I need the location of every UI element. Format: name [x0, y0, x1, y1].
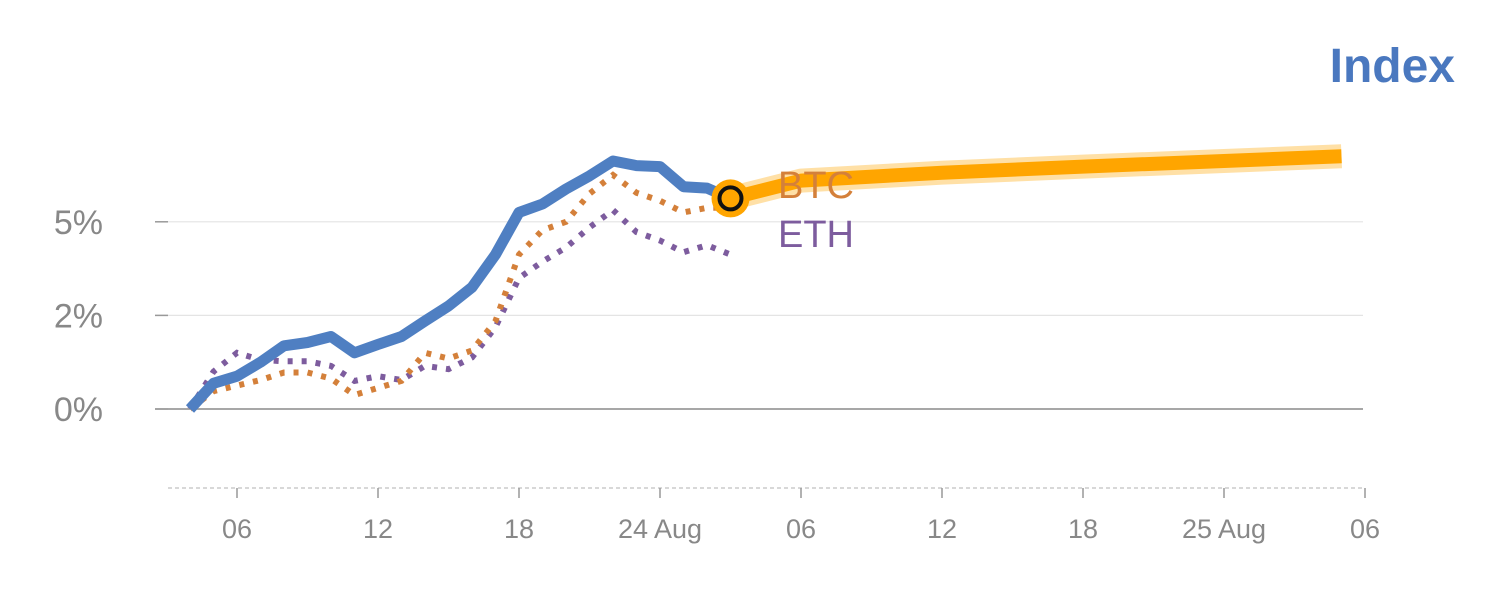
x-tick-label-2: 18	[504, 514, 534, 544]
tick-labels: 0% 2% 5% 06 12 18 24 Aug 06 12 18 25 Aug 06	[54, 204, 1380, 544]
x-tick-label-8: 06	[1350, 514, 1380, 544]
x-tick-label-4: 06	[786, 514, 816, 544]
chart-title: Index	[1330, 40, 1456, 93]
x-tick-label-7: 25 Aug	[1182, 514, 1266, 544]
x-tick-label-0: 06	[222, 514, 252, 544]
x-axis	[168, 487, 1366, 498]
series-label-eth: ETH	[778, 214, 854, 256]
index-line	[185, 155, 733, 413]
y-tick-label-1: 2%	[54, 297, 103, 335]
series-label-btc: BTC	[778, 165, 854, 207]
current-point-marker	[711, 179, 750, 218]
eth-line	[187, 206, 732, 411]
x-tick-label-1: 12	[363, 514, 393, 544]
series-lines	[185, 144, 1342, 413]
y-tick-label-2: 5%	[54, 204, 103, 242]
marker-inner	[717, 185, 744, 212]
x-tick-label-5: 12	[927, 514, 957, 544]
gridlines	[155, 221, 1363, 410]
x-tick-label-3: 24 Aug	[618, 514, 702, 544]
forecast-line	[728, 149, 1342, 206]
x-tick-label-6: 18	[1068, 514, 1098, 544]
btc-line	[188, 171, 731, 412]
y-tick-label-0: 0%	[54, 391, 103, 429]
